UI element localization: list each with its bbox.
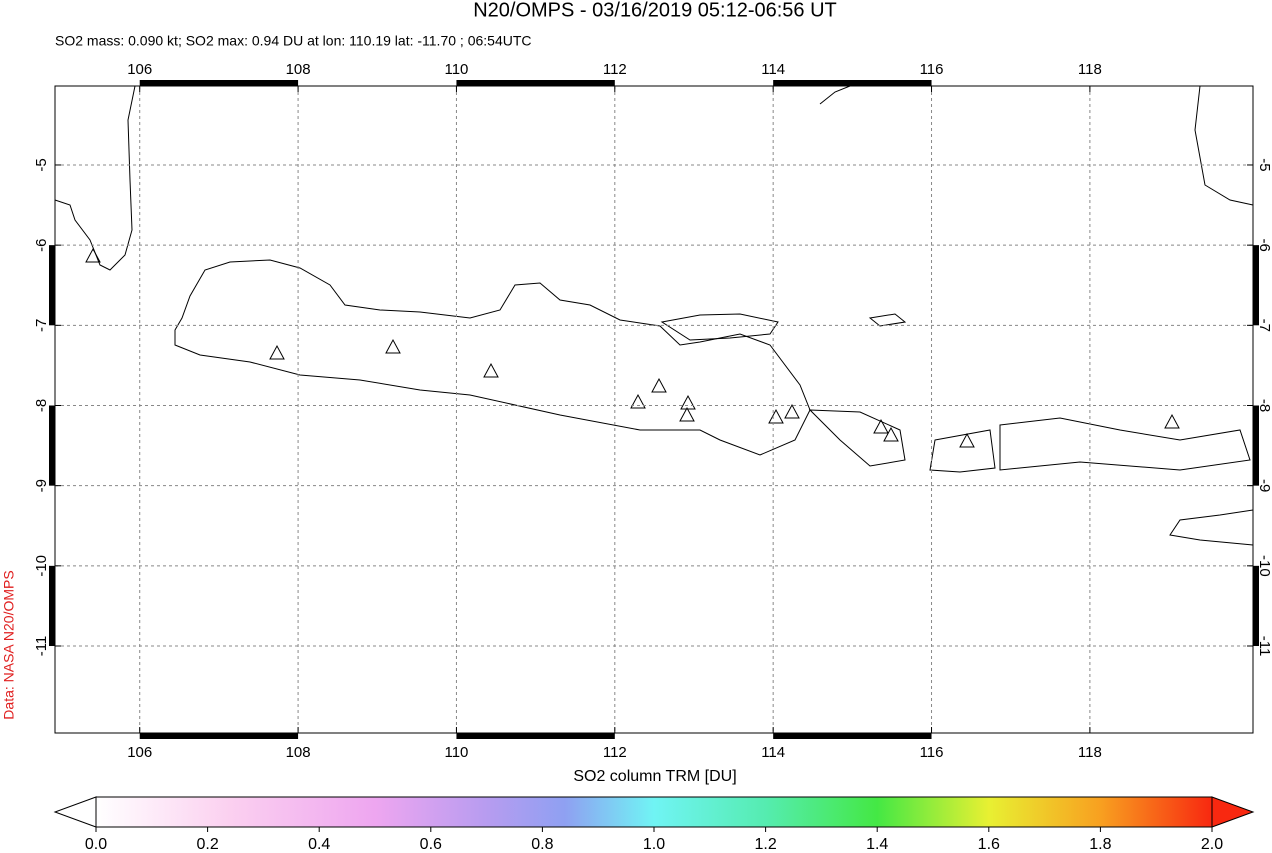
frame-band <box>139 80 299 86</box>
x-tick-label: 106 <box>127 744 152 761</box>
colorbar-over <box>1211 796 1255 828</box>
title: N20/OMPS - 03/16/2019 05:12-06:56 UT <box>473 0 837 21</box>
coastline <box>999 417 1251 471</box>
frame-band <box>773 80 932 86</box>
frame-band <box>773 733 932 739</box>
coastline <box>819 85 851 105</box>
colorbar-under <box>53 796 97 828</box>
x-tick-label: 108 <box>286 61 311 78</box>
x-tick-label: 116 <box>920 744 944 761</box>
y-tick-label: -9 <box>33 479 50 492</box>
frame-band <box>1253 565 1259 647</box>
y-tick-label: -7 <box>1256 319 1272 332</box>
frame-band <box>49 245 55 326</box>
coastlines <box>54 85 1254 546</box>
colorbar-label: SO2 column TRM [DU] <box>573 768 736 785</box>
frame-band <box>456 733 615 739</box>
colorbar-tick-label: 0.2 <box>196 836 218 853</box>
map-frame <box>54 85 1254 734</box>
frame-band <box>456 80 615 86</box>
y-tick-label: -10 <box>1256 555 1272 577</box>
y-tick-label: -11 <box>1256 636 1272 657</box>
coastline <box>174 259 811 456</box>
colorbar-tick-label: 1.4 <box>866 836 888 853</box>
y-tick-label: -10 <box>33 555 50 577</box>
colorbar-tick-label: 1.2 <box>754 836 776 853</box>
coastline <box>868 313 907 327</box>
y-tick-label: -9 <box>1256 479 1272 492</box>
coastline <box>54 85 136 271</box>
volcano <box>85 247 1180 448</box>
frame-band <box>49 405 55 486</box>
y-tick-label: -6 <box>33 238 50 251</box>
colorbar-tick-label: 1.0 <box>643 836 665 853</box>
x-tick-label: 118 <box>1078 61 1102 78</box>
frame-band <box>1253 245 1259 326</box>
y-tick-label: -8 <box>33 399 50 412</box>
subtitle: SO2 mass: 0.090 kt; SO2 max: 0.94 DU at … <box>55 33 532 49</box>
colorbar-tick-label: 2.0 <box>1201 836 1223 853</box>
x-tick-label: 108 <box>286 744 311 761</box>
coastline <box>1194 85 1254 206</box>
colorbar-tick-label: 0.4 <box>308 836 330 853</box>
frame-band <box>49 565 55 647</box>
credit: Data: NASA N20/OMPS <box>1 570 17 719</box>
colorbar <box>95 796 1213 828</box>
y-tick-label: -8 <box>1256 399 1272 412</box>
coastline <box>1169 509 1254 546</box>
colorbar-tick-label: 0.8 <box>531 836 553 853</box>
frame-band <box>139 733 299 739</box>
x-tick-label: 112 <box>603 744 627 761</box>
colorbar-tick-label: 0.0 <box>85 836 107 853</box>
x-tick-label: 114 <box>761 61 785 78</box>
coastline <box>929 429 996 473</box>
x-tick-label: 110 <box>444 61 468 78</box>
coastline <box>808 409 906 467</box>
y-tick-label: -7 <box>33 319 50 332</box>
y-tick-label: -6 <box>1256 238 1272 251</box>
colorbar-tick-label: 1.8 <box>1089 836 1111 853</box>
volcanoes <box>85 247 1180 448</box>
colorbar-tick-label: 0.6 <box>420 836 442 853</box>
x-tick-label: 118 <box>1078 744 1102 761</box>
y-tick-label: -5 <box>1256 158 1272 171</box>
frame-band <box>1253 405 1259 486</box>
y-tick-label: -5 <box>33 158 50 171</box>
x-tick-label: 106 <box>127 61 152 78</box>
colorbar-tick-label: 1.6 <box>978 836 1000 853</box>
y-tick-label: -11 <box>33 636 50 657</box>
coastline <box>660 313 779 341</box>
x-tick-label: 112 <box>603 61 627 78</box>
x-tick-label: 110 <box>444 744 468 761</box>
x-tick-label: 116 <box>920 61 944 78</box>
x-tick-label: 114 <box>761 744 785 761</box>
